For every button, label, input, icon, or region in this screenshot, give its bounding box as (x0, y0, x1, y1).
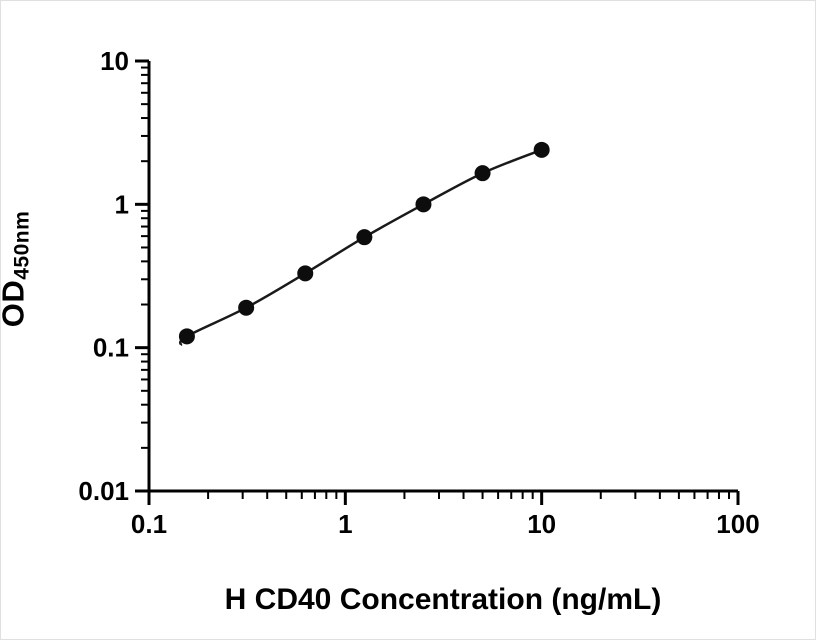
x-tick-label: 0.1 (131, 509, 167, 539)
data-point-marker (178, 328, 195, 345)
data-point-marker (238, 299, 255, 316)
y-tick-label: 0.1 (93, 333, 129, 363)
data-point-marker (356, 229, 373, 246)
data-point-marker (415, 196, 432, 213)
data-point-marker (533, 141, 550, 158)
y-tick-label: 10 (100, 46, 129, 76)
y-tick-label: 1 (115, 189, 129, 219)
data-point-marker (297, 265, 314, 282)
data-point-marker (474, 165, 491, 182)
x-tick-label: 1 (338, 509, 352, 539)
x-tick-label: 10 (527, 509, 556, 539)
y-tick-label: 0.01 (78, 476, 129, 506)
x-tick-label: 100 (716, 509, 759, 539)
